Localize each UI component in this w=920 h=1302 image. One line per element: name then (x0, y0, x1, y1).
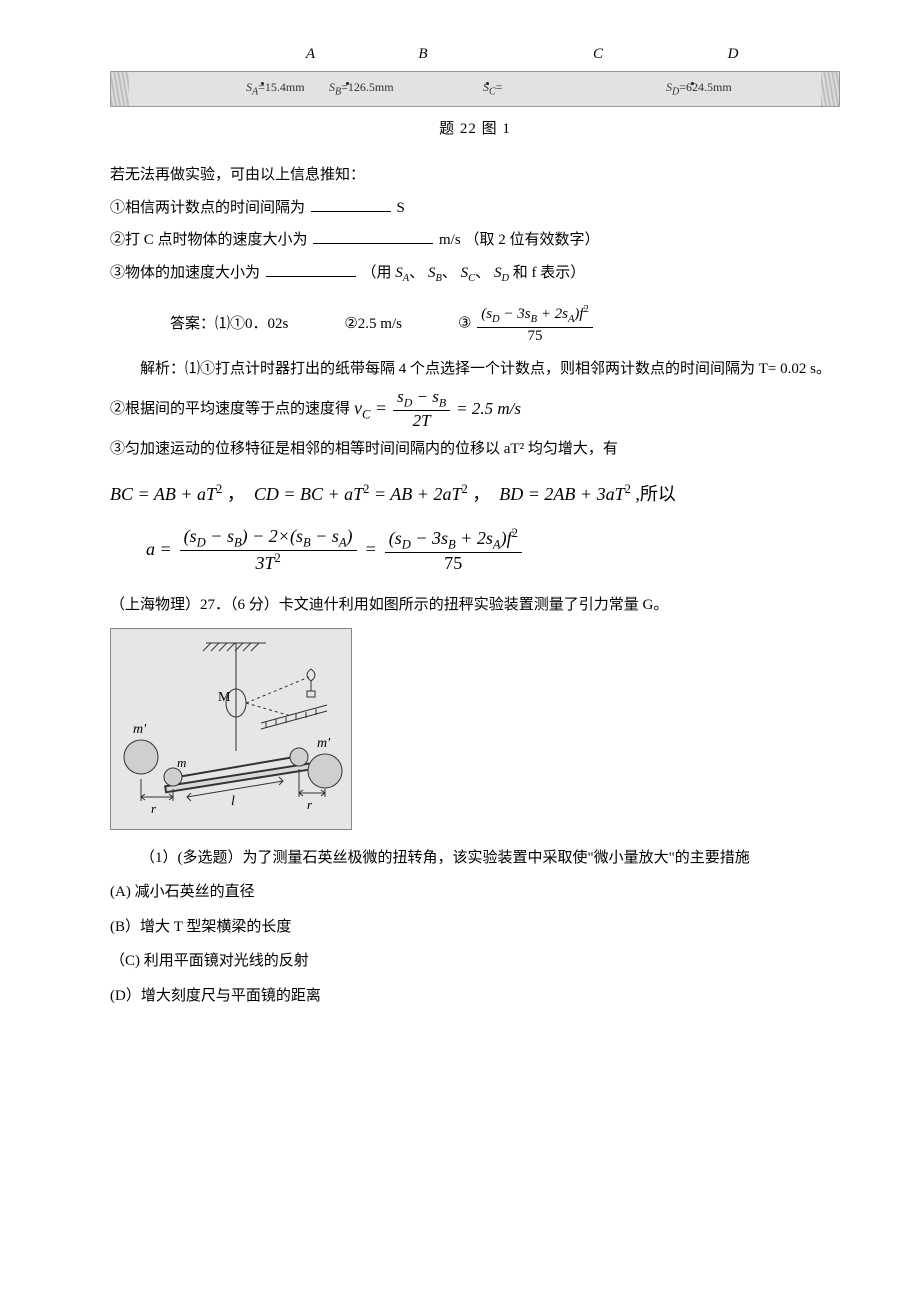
tape-label-d: D (703, 40, 763, 69)
q3-prefix: ③物体的加速度大小为 (110, 265, 260, 281)
tape-val-b: SB=126.5mm (329, 76, 394, 101)
fig-label-r-left: r (151, 801, 157, 816)
torsion-balance-figure: M m m' m' (110, 628, 352, 830)
q3-hint-prefix: （用 (362, 265, 392, 281)
vc-den: 2T (393, 411, 450, 431)
fig-label-mprime-right: m' (317, 736, 331, 751)
option-a: (A) 减小石英丝的直径 (110, 878, 840, 907)
vc-val: = 2.5 m/s (456, 393, 521, 425)
intro-line: 若无法再做实验，可由以上信息推知： (110, 161, 840, 190)
tape-val-a: SA=15.4mm (246, 76, 305, 101)
q3-var-c: SC (461, 265, 476, 281)
equation-line-1: BC = AB + aT2 ， CD = BC + aT2 = AB + 2aT… (110, 477, 840, 511)
fig-label-r-right: r (307, 797, 313, 812)
answer-label: 答案： (170, 316, 215, 332)
blank-3 (266, 261, 356, 277)
ans3-den: 75 (477, 328, 593, 345)
question-3: ③物体的加速度大小为 （用 SA、 SB、 SC、 SD 和 f 表示） (110, 259, 840, 289)
p2-prefix: ②根据间的平均速度等于点的速度得 (110, 395, 350, 424)
a-num2: (sD − 3sB + 2sA)f2 (385, 526, 522, 553)
fig-label-mirror: M (218, 690, 231, 705)
fig-label-m-left: m (177, 755, 186, 770)
ans3-num: (sD − 3sB + 2sA)f2 (477, 304, 593, 327)
q1-suffix: S (397, 200, 405, 216)
tape-caption: 题 22 图 1 (110, 115, 840, 144)
explain-p3: ③匀加速运动的位移特征是相邻的相等时间间隔内的位移以 aT² 均匀增大，有 (110, 435, 840, 464)
tape-strip: SA=15.4mm SB=126.5mm SC= SD=624.5mm (110, 71, 840, 107)
q2-prefix: ②打 C 点时物体的速度大小为 (110, 232, 308, 248)
option-d: (D）增大刻度尺与平面镜的距离 (110, 982, 840, 1011)
tape-diagram: A B C D SA=15.4mm SB=126.5mm SC= SD=624.… (110, 40, 840, 143)
q2-unit: m/s (439, 232, 461, 248)
a-den1: 3T2 (180, 551, 357, 574)
q3-var-d: SD (494, 265, 509, 281)
question-2: ②打 C 点时物体的速度大小为 m/s （取 2 位有效数字） (110, 226, 840, 255)
q2-note: （取 2 位有效数字） (464, 232, 599, 248)
q27-sub1: （1）(多选题）为了测量石英丝极微的扭转角，该实验装置中采取使"微小量放大"的主… (110, 844, 840, 873)
explain-p2: ②根据间的平均速度等于点的速度得 vC = sD − sB 2T = 2.5 m… (110, 387, 840, 431)
q1-prefix: ①相信两计数点的时间间隔为 (110, 200, 305, 216)
q3-var-a: SA (395, 265, 409, 281)
option-c: （C) 利用平面镜对光线的反射 (110, 947, 840, 976)
vc-num: sD − sB (393, 387, 450, 411)
answer-2: ②2.5 m/s (344, 310, 402, 339)
blank-1 (311, 196, 391, 212)
option-b: (B）增大 T 型架横梁的长度 (110, 913, 840, 942)
tape-val-c: SC= (483, 76, 502, 101)
tape-val-d: SD=624.5mm (666, 76, 732, 101)
tape-label-b: B (353, 40, 493, 69)
a-den2: 75 (385, 553, 522, 574)
q27-options: (A) 减小石英丝的直径 (B）增大 T 型架横梁的长度 （C) 利用平面镜对光… (110, 878, 840, 1010)
equation-line-a: a = (sD − sB) − 2×(sB − sA) 3T2 = (sD − … (110, 526, 840, 574)
q3-var-b: SB (428, 265, 442, 281)
fig-label-mprime-left: m' (133, 722, 147, 737)
explain-label: 解析： (140, 361, 185, 377)
a-num1: (sD − sB) − 2×(sB − sA) (180, 526, 357, 551)
q27-header: （上海物理）27．（6 分）卡文迪什利用如图所示的扭秤实验装置测量了引力常量 G… (110, 591, 840, 620)
blank-2 (313, 228, 433, 244)
answer-3: ③ (sD − 3sB + 2sA)f2 75 (458, 304, 595, 344)
q3-hint-mid: 和 f 表示） (513, 265, 586, 281)
tape-label-a: A (268, 40, 353, 69)
tape-point-labels: A B C D (110, 40, 840, 71)
question-1: ①相信两计数点的时间间隔为 S (110, 194, 840, 223)
answer-row: 答案：⑴①0．02s ②2.5 m/s ③ (sD − 3sB + 2sA)f2… (110, 304, 840, 344)
answer-1: 答案：⑴①0．02s (170, 310, 288, 339)
fig-label-l: l (231, 794, 235, 809)
explain-p1: 解析：⑴①打点计时器打出的纸带每隔 4 个点选择一个计数点，则相邻两计数点的时间… (110, 355, 840, 384)
tape-label-c: C (493, 40, 703, 69)
vc-symbol: vC = (354, 391, 387, 428)
